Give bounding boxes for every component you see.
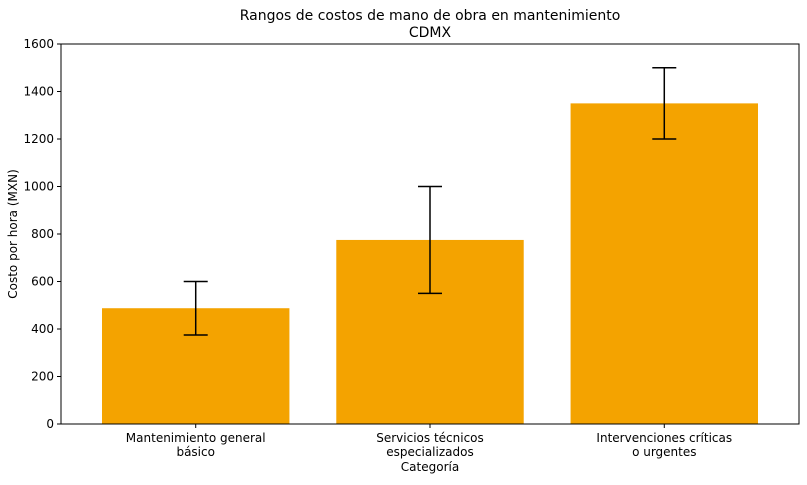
x-axis-label: Categoría xyxy=(401,460,459,474)
y-tick-label: 600 xyxy=(31,275,54,289)
y-tick-label: 800 xyxy=(31,227,54,241)
chart-subtitle: CDMX xyxy=(409,25,452,41)
x-tick-label: Mantenimiento general xyxy=(126,431,266,445)
x-tick-label: especializados xyxy=(386,445,473,459)
chart-title: Rangos de costos de mano de obra en mant… xyxy=(240,8,621,24)
x-tick-label: Intervenciones críticas xyxy=(596,431,732,445)
y-tick-label: 1000 xyxy=(23,180,54,194)
bar xyxy=(570,103,758,424)
y-axis-label: Costo por hora (MXN) xyxy=(6,169,20,299)
y-tick-label: 1400 xyxy=(23,85,54,99)
y-tick-label: 0 xyxy=(46,417,54,431)
y-tick-label: 200 xyxy=(31,370,54,384)
x-tick-label: o urgentes xyxy=(632,445,696,459)
x-tick-label: básico xyxy=(176,445,215,459)
x-tick-label: Servicios técnicos xyxy=(376,431,484,445)
y-tick-label: 1600 xyxy=(23,37,54,51)
y-tick-label: 400 xyxy=(31,322,54,336)
plot-frame xyxy=(60,43,800,425)
y-tick-label: 1200 xyxy=(23,132,54,146)
